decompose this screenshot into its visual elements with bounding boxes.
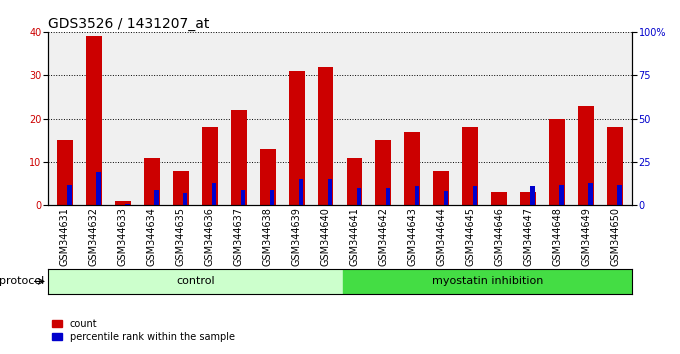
Bar [462, 127, 478, 205]
Bar [125, 204, 130, 205]
Bar [578, 105, 594, 205]
Bar [173, 171, 189, 205]
Bar [607, 127, 623, 205]
Bar [491, 192, 507, 205]
Bar [144, 158, 160, 205]
Bar [183, 193, 188, 205]
Bar [520, 192, 536, 205]
Bar [473, 186, 477, 205]
Bar [375, 140, 392, 205]
Bar [231, 110, 247, 205]
Bar [328, 179, 333, 205]
Bar [318, 67, 333, 205]
Legend: count, percentile rank within the sample: count, percentile rank within the sample [52, 319, 235, 342]
Bar [415, 186, 419, 205]
Text: myostatin inhibition: myostatin inhibition [432, 276, 543, 286]
Bar [270, 190, 274, 205]
Text: control: control [176, 276, 215, 286]
Bar [86, 36, 102, 205]
Bar [212, 183, 216, 205]
Bar [405, 132, 420, 205]
Bar [617, 184, 622, 205]
Bar [560, 184, 564, 205]
Bar [260, 149, 275, 205]
Bar [299, 179, 303, 205]
Bar [549, 119, 565, 205]
Bar [241, 190, 245, 205]
Bar [530, 186, 535, 205]
Bar [202, 127, 218, 205]
Bar [347, 158, 362, 205]
Bar [443, 192, 448, 205]
Bar [433, 171, 449, 205]
Bar [67, 184, 71, 205]
Bar [48, 269, 343, 294]
Text: GDS3526 / 1431207_at: GDS3526 / 1431207_at [48, 17, 209, 31]
Bar [57, 140, 73, 205]
Bar [357, 188, 361, 205]
Bar [96, 172, 101, 205]
Bar [386, 188, 390, 205]
Bar [154, 190, 158, 205]
Bar [288, 71, 305, 205]
Bar [343, 269, 632, 294]
Bar [115, 201, 131, 205]
Text: protocol: protocol [0, 276, 44, 286]
Bar [588, 183, 593, 205]
